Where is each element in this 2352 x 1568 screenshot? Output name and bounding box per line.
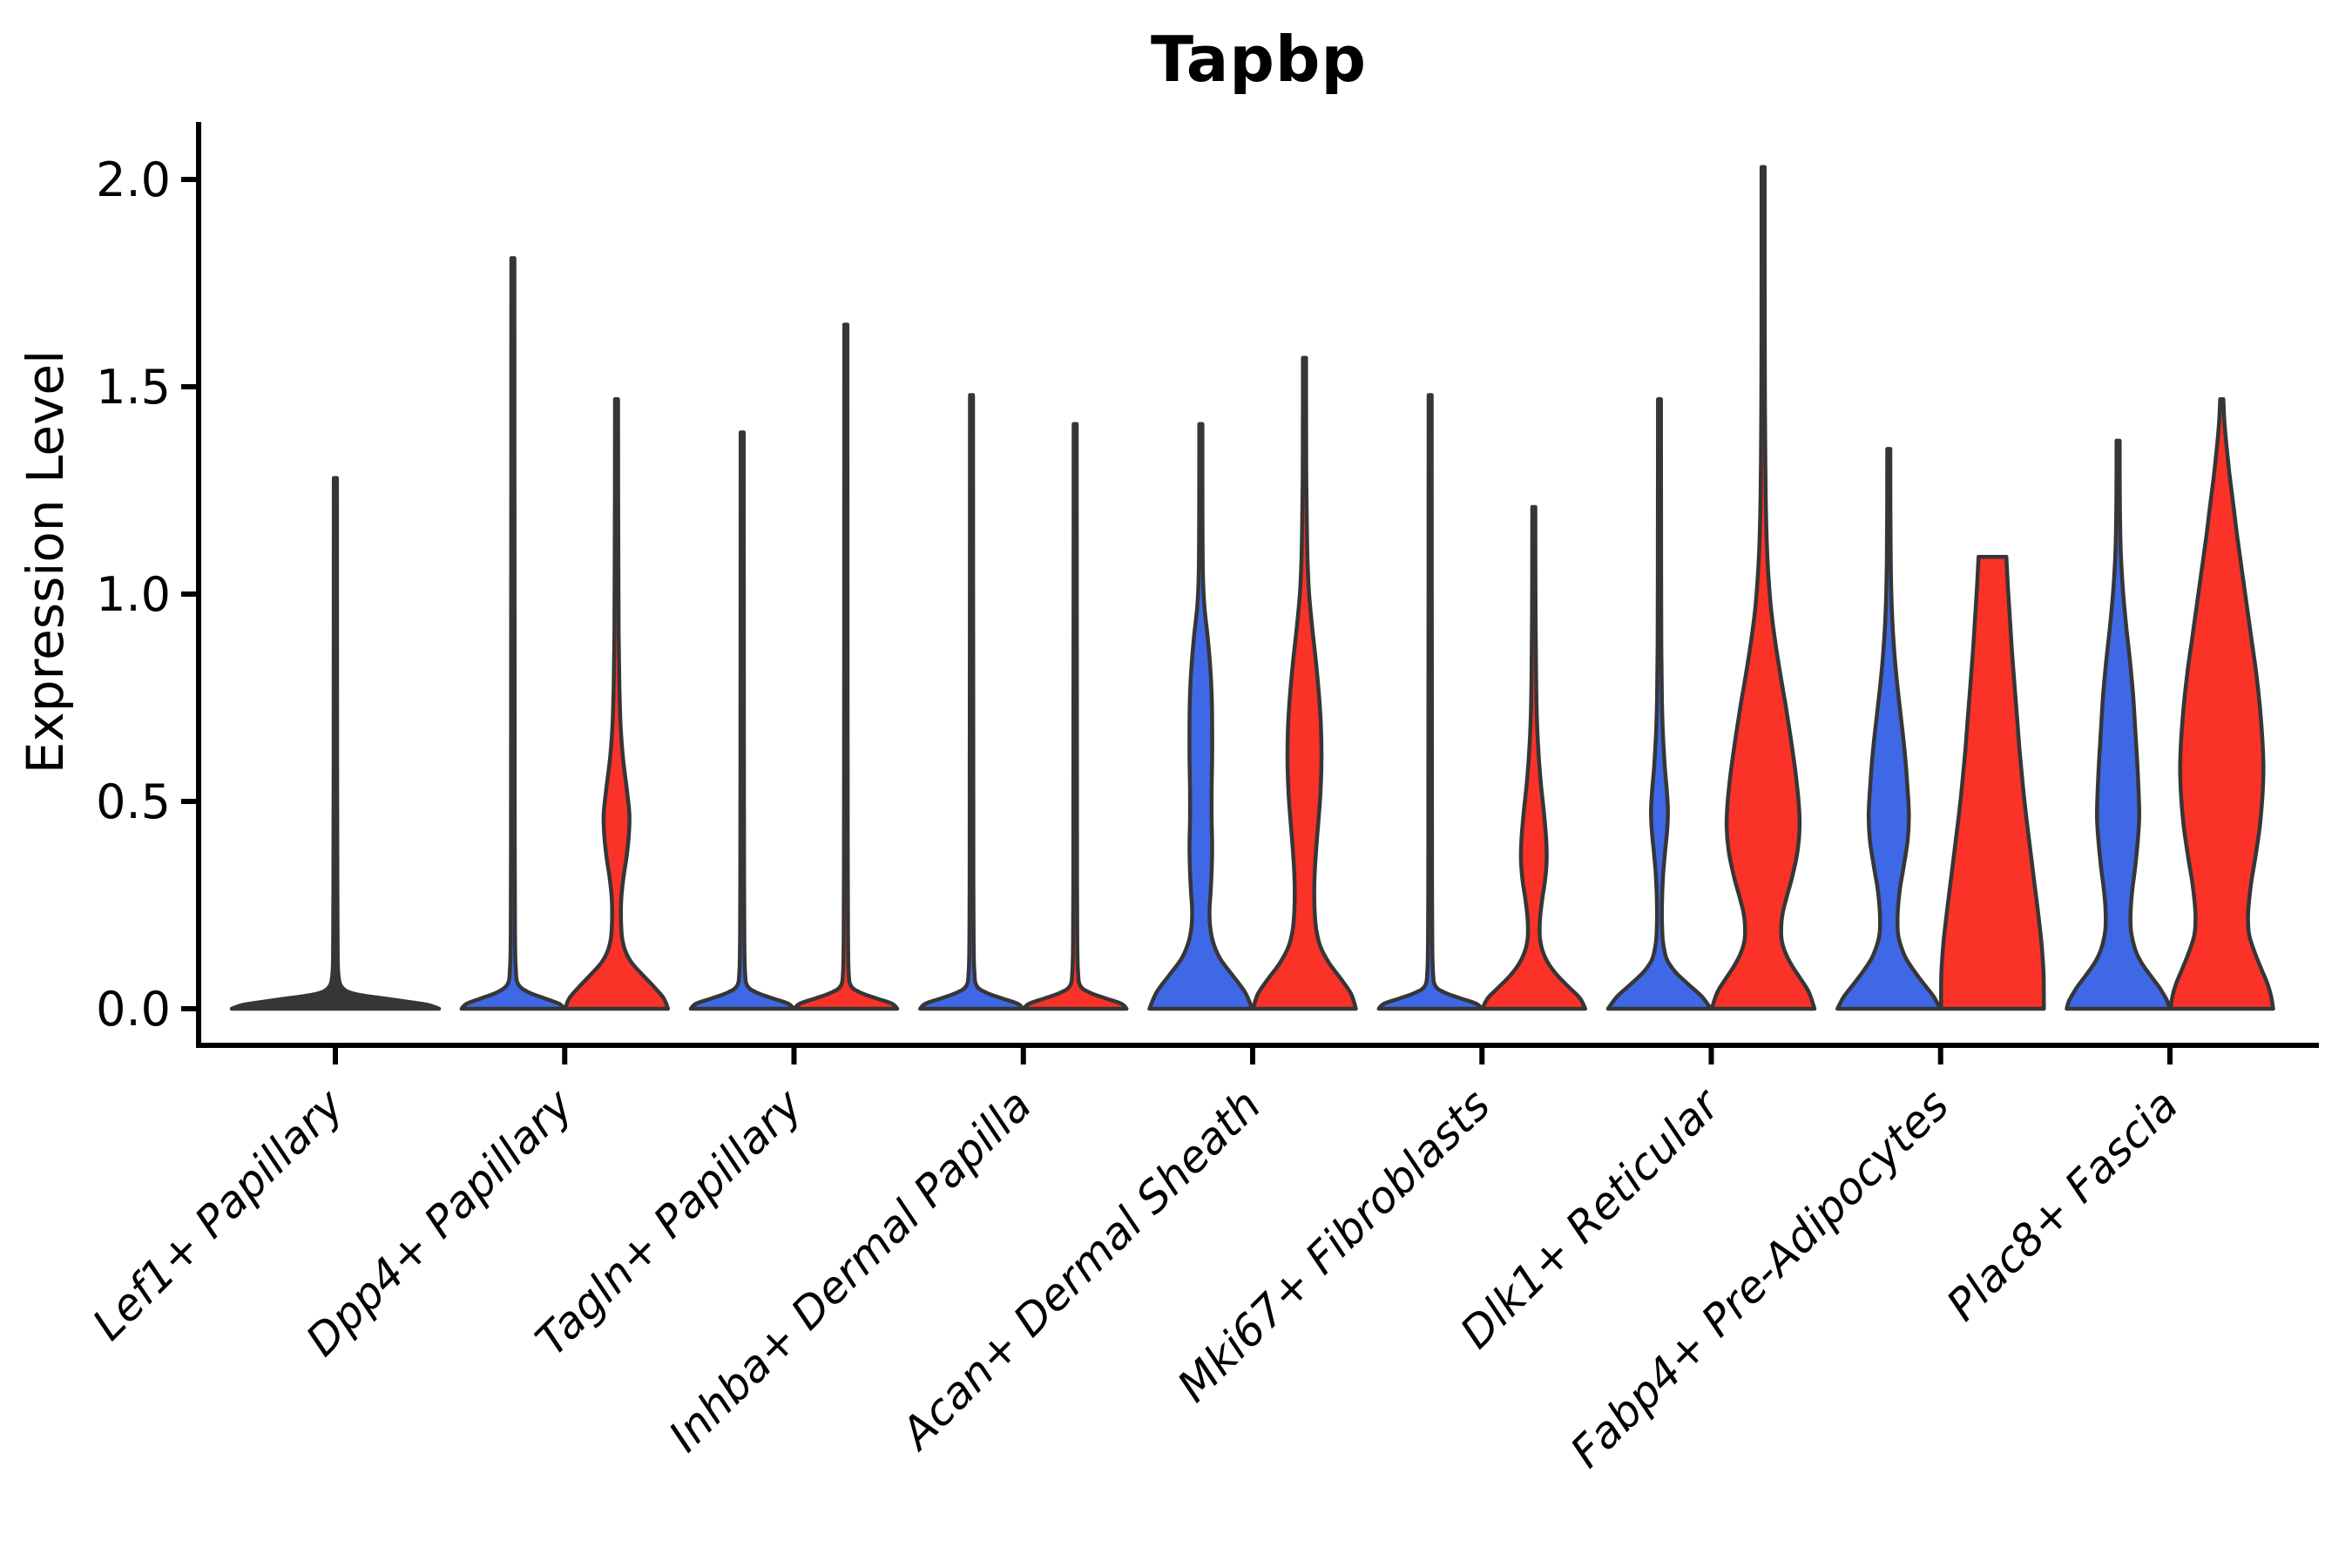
violin-tagln-papillary-red	[792, 322, 900, 1011]
violin-inhba-dermal-papilla-red	[1022, 422, 1129, 1011]
violin-tagln-papillary-blue	[688, 430, 796, 1011]
x-tick-label-lef1-papillary: Lef1+ Papillary	[83, 1078, 354, 1349]
violin-dpp4-papillary-red	[563, 397, 671, 1011]
x-tick-label-acan-dermal-sheath: Acan+ Dermal Sheath	[890, 1079, 1271, 1460]
violin-mki67-fibroblasts-blue	[1376, 393, 1484, 1011]
violin-acan-dermal-sheath-blue	[1147, 422, 1254, 1011]
y-tick-label: 1.5	[96, 360, 171, 415]
violin-acan-dermal-sheath-red	[1251, 355, 1358, 1011]
violin-fabp4-pre-adipocytes-red	[1939, 554, 2046, 1011]
x-tick-label-inhba-dermal-papilla: Inhba+ Dermal Papilla	[659, 1079, 1041, 1461]
violin-dlk1-reticular-blue	[1605, 397, 1713, 1011]
violin-fabp4-pre-adipocytes-blue	[1835, 447, 1943, 1011]
y-tick-label: 0.5	[96, 774, 171, 829]
x-tick-label-fabp4-pre-adipocytes: Fabp4+ Pre-Adipocytes	[1561, 1079, 1959, 1477]
y-tick-label: 1.0	[96, 567, 171, 622]
chart-title: Tapbp	[1150, 23, 1368, 96]
violin-dlk1-reticular-red	[1709, 165, 1817, 1011]
violin-dpp4-papillary-blue	[459, 256, 567, 1011]
violin-mki67-fibroblasts-red	[1480, 504, 1588, 1011]
violin-plac8-fascia-red	[2168, 397, 2275, 1011]
violin-lef1-papillary-single	[229, 476, 442, 1011]
violin-inhba-dermal-papilla-blue	[918, 393, 1025, 1011]
x-tick-label-plac8-fascia: Plac8+ Fascia	[1937, 1079, 2188, 1330]
y-tick-label: 0.0	[96, 982, 171, 1037]
violin-plac8-fascia-blue	[2065, 438, 2172, 1011]
y-tick-label: 2.0	[96, 152, 171, 207]
